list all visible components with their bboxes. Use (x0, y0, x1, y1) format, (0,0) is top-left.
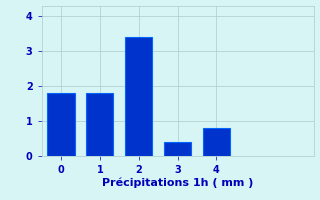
Bar (47, 93, 75, 156)
Bar (203, 128, 230, 156)
Bar (125, 37, 152, 156)
Bar (86, 93, 114, 156)
X-axis label: Précipitations 1h ( mm ): Précipitations 1h ( mm ) (102, 178, 253, 188)
Bar (164, 142, 191, 156)
